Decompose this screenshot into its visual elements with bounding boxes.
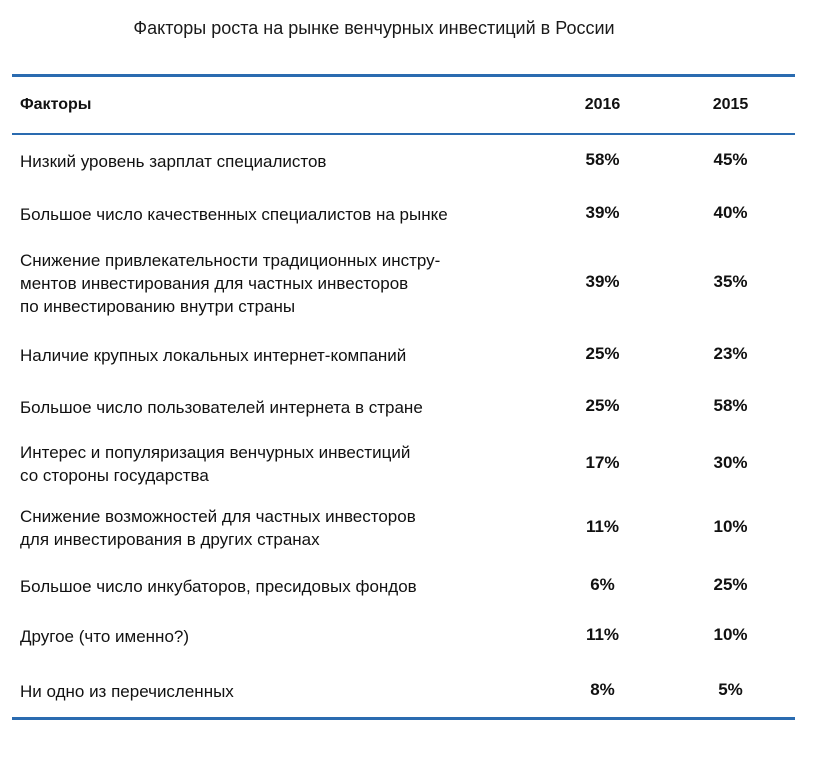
value-2015: 5%: [718, 680, 743, 699]
table-title: Факторы роста на рынке венчурных инвести…: [133, 18, 615, 38]
table-header: Факторы 2016 2015: [0, 78, 814, 133]
value-2015: 45%: [713, 150, 748, 169]
table-row: Интерес и популяризация венчурных инвест…: [0, 441, 814, 489]
header-year-2016: 2016: [584, 96, 621, 113]
value-2015: 30%: [713, 453, 748, 472]
factor-cell: Низкий уровень зарплат специалистов: [20, 152, 327, 171]
factor-cell: Снижение привлекательности традиционных …: [20, 251, 441, 316]
table-row: Большое число пользователей интернета в …: [0, 396, 814, 422]
header-factors: Факторы: [20, 96, 92, 113]
table-row: Наличие крупных локальных интернет-компа…: [0, 344, 814, 370]
table-row: Низкий уровень зарплат специалистов 58% …: [0, 150, 814, 176]
header-rule: [12, 133, 795, 135]
value-2015: 10%: [713, 625, 748, 644]
value-2016: 17%: [585, 453, 620, 472]
factor-cell: Наличие крупных локальных интернет-компа…: [20, 346, 407, 365]
table-row: Снижение привлекательности традиционных …: [0, 249, 814, 321]
table-row: Другое (что именно?) 11% 10%: [0, 625, 814, 651]
value-2015: 40%: [713, 203, 748, 222]
factor-cell: Ни одно из перечисленных: [20, 682, 234, 701]
value-2015: 23%: [713, 344, 748, 363]
factor-cell: Большое число инкубаторов, пресидовых фо…: [20, 577, 417, 596]
bottom-rule: [12, 717, 795, 720]
value-2015: 25%: [713, 575, 748, 594]
value-2016: 25%: [585, 344, 620, 363]
table-row: Снижение возможностей для частных инвест…: [0, 505, 814, 553]
factor-cell: Другое (что именно?): [20, 627, 190, 646]
factor-cell: Большое число пользователей интернета в …: [20, 398, 423, 417]
value-2016: 58%: [585, 150, 620, 169]
value-2015: 58%: [713, 396, 748, 415]
top-rule: [12, 74, 795, 77]
value-2016: 39%: [585, 272, 620, 291]
header-year-2015: 2015: [712, 96, 749, 113]
value-2016: 11%: [585, 517, 620, 536]
factor-cell: Снижение возможностей для частных инвест…: [20, 507, 416, 549]
table-row: Большое число инкубаторов, пресидовых фо…: [0, 575, 814, 601]
value-2016: 8%: [590, 680, 615, 699]
factor-cell: Интерес и популяризация венчурных инвест…: [20, 443, 411, 485]
value-2015: 10%: [713, 517, 748, 536]
table-row: Ни одно из перечисленных 8% 5%: [0, 680, 814, 706]
value-2016: 6%: [590, 575, 615, 594]
value-2016: 39%: [585, 203, 620, 222]
value-2016: 11%: [585, 625, 620, 644]
value-2015: 35%: [713, 272, 748, 291]
table-row: Большое число качественных специалистов …: [0, 203, 814, 229]
factor-cell: Большое число качественных специалистов …: [20, 205, 448, 224]
value-2016: 25%: [585, 396, 620, 415]
